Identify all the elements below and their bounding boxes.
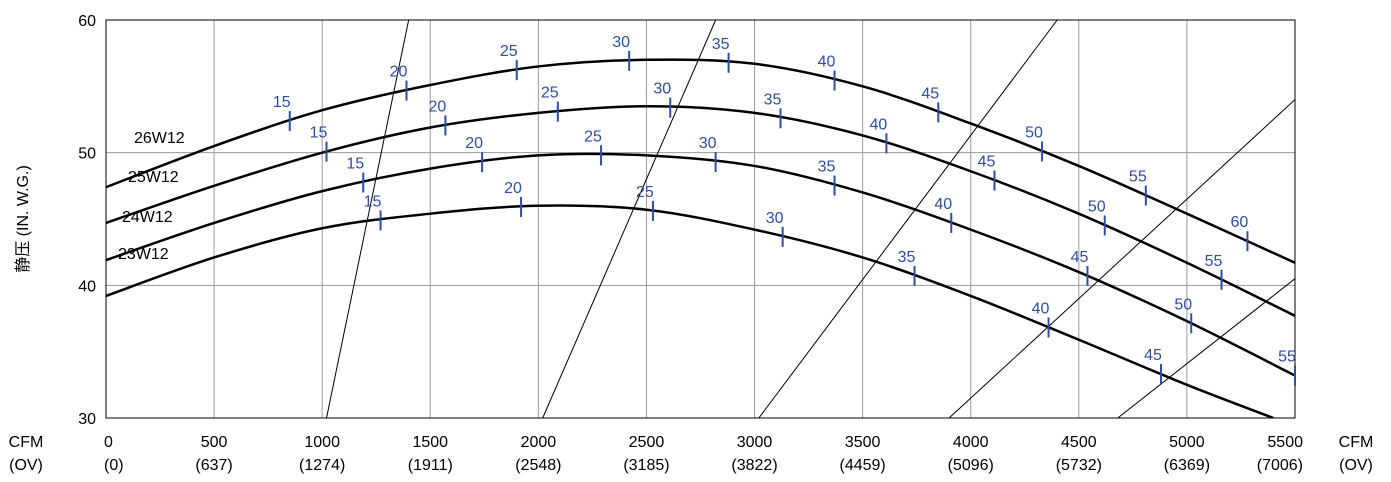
- hp-label: 15: [364, 193, 382, 210]
- y-tick-label: 60: [78, 13, 96, 30]
- x-tick-ov-label: (4459): [840, 457, 886, 474]
- x-axis-unit-left-ov: (OV): [9, 457, 43, 474]
- x-tick-label: 5000: [1169, 434, 1205, 451]
- hp-label: 40: [818, 53, 836, 70]
- hp-label: 50: [1088, 198, 1106, 215]
- hp-label: 30: [612, 34, 630, 51]
- x-tick-ov-label: (3185): [623, 457, 669, 474]
- hp-label: 35: [712, 36, 730, 53]
- series-line-26W12: [106, 58, 1295, 264]
- system-curve: [542, 20, 717, 418]
- series-label-23W12: 23W12: [118, 246, 169, 263]
- series-label-24W12: 24W12: [122, 209, 173, 226]
- x-tick-ov-label: (5096): [948, 457, 994, 474]
- x-tick-ov-label: (0): [104, 457, 124, 474]
- x-tick-label: 5500: [1267, 434, 1303, 451]
- hp-label: 55: [1205, 253, 1223, 270]
- plot-frame: [105, 19, 1296, 419]
- hp-label: 45: [978, 154, 996, 171]
- x-tick-ov-label: (2548): [515, 457, 561, 474]
- series-line-24W12: [106, 152, 1295, 377]
- hp-label: 25: [541, 85, 559, 102]
- y-tick-label: 40: [78, 278, 96, 295]
- x-tick-label: 2500: [629, 434, 665, 451]
- hp-label: 35: [818, 159, 836, 176]
- hp-label: 55: [1278, 349, 1296, 366]
- hp-label: 50: [1025, 124, 1043, 141]
- hp-label: 25: [500, 43, 518, 60]
- x-tick-ov-label: (7006): [1257, 457, 1303, 474]
- system-curve: [948, 99, 1295, 418]
- x-tick-label: 3000: [737, 434, 773, 451]
- hp-label: 20: [504, 180, 522, 197]
- x-tick-label: 2000: [521, 434, 557, 451]
- hp-label: 15: [310, 125, 328, 142]
- hp-label: 15: [273, 94, 291, 111]
- hp-label: 35: [898, 249, 916, 266]
- x-tick-label: 0: [104, 434, 113, 451]
- x-tick-ov-label: (1274): [299, 457, 345, 474]
- x-tick-ov-label: (1911): [408, 457, 453, 474]
- hp-label: 20: [465, 135, 483, 152]
- hp-label: 55: [1129, 169, 1147, 186]
- y-axis-title: 静压 (IN. W.G.): [14, 165, 32, 273]
- series-line-23W12: [106, 204, 1274, 418]
- hp-label: 30: [653, 81, 671, 98]
- hp-label: 45: [1071, 249, 1089, 266]
- x-tick-label: 500: [201, 434, 228, 451]
- hp-label: 40: [870, 116, 888, 133]
- hp-label: 20: [390, 64, 408, 81]
- series-line-25W12: [106, 104, 1295, 317]
- system-curve: [326, 20, 410, 418]
- hp-label: 45: [1144, 347, 1162, 364]
- hp-label: 30: [766, 210, 784, 227]
- x-axis-unit-left: CFM: [9, 434, 44, 451]
- hp-label: 50: [1174, 296, 1192, 313]
- y-tick-label: 50: [78, 146, 96, 163]
- x-tick-ov-label: (6369): [1164, 457, 1210, 474]
- hp-label: 25: [636, 184, 654, 201]
- hp-label: 60: [1231, 214, 1249, 231]
- series-label-26W12: 26W12: [134, 130, 185, 147]
- x-tick-ov-label: (3822): [731, 457, 777, 474]
- x-tick-label: 4000: [953, 434, 989, 451]
- hp-label: 45: [921, 85, 939, 102]
- series-label-25W12: 25W12: [128, 169, 179, 186]
- x-tick-label: 3500: [845, 434, 881, 451]
- hp-label: 20: [429, 98, 447, 115]
- hp-label: 25: [584, 128, 602, 145]
- hp-label: 40: [1032, 300, 1050, 317]
- x-tick-label: 4500: [1061, 434, 1097, 451]
- hp-label: 40: [934, 196, 952, 213]
- x-tick-label: 1500: [412, 434, 448, 451]
- system-curve: [758, 20, 1058, 418]
- x-tick-ov-label: (5732): [1056, 457, 1102, 474]
- hp-label: 15: [346, 156, 364, 173]
- x-axis-unit-right: CFM: [1339, 434, 1374, 451]
- x-tick-label: 1000: [304, 434, 340, 451]
- hp-label: 30: [699, 135, 717, 152]
- y-tick-label: 30: [78, 411, 96, 428]
- hp-label: 35: [764, 91, 782, 108]
- x-tick-ov-label: (637): [195, 457, 232, 474]
- x-axis-unit-right-ov: (OV): [1339, 457, 1373, 474]
